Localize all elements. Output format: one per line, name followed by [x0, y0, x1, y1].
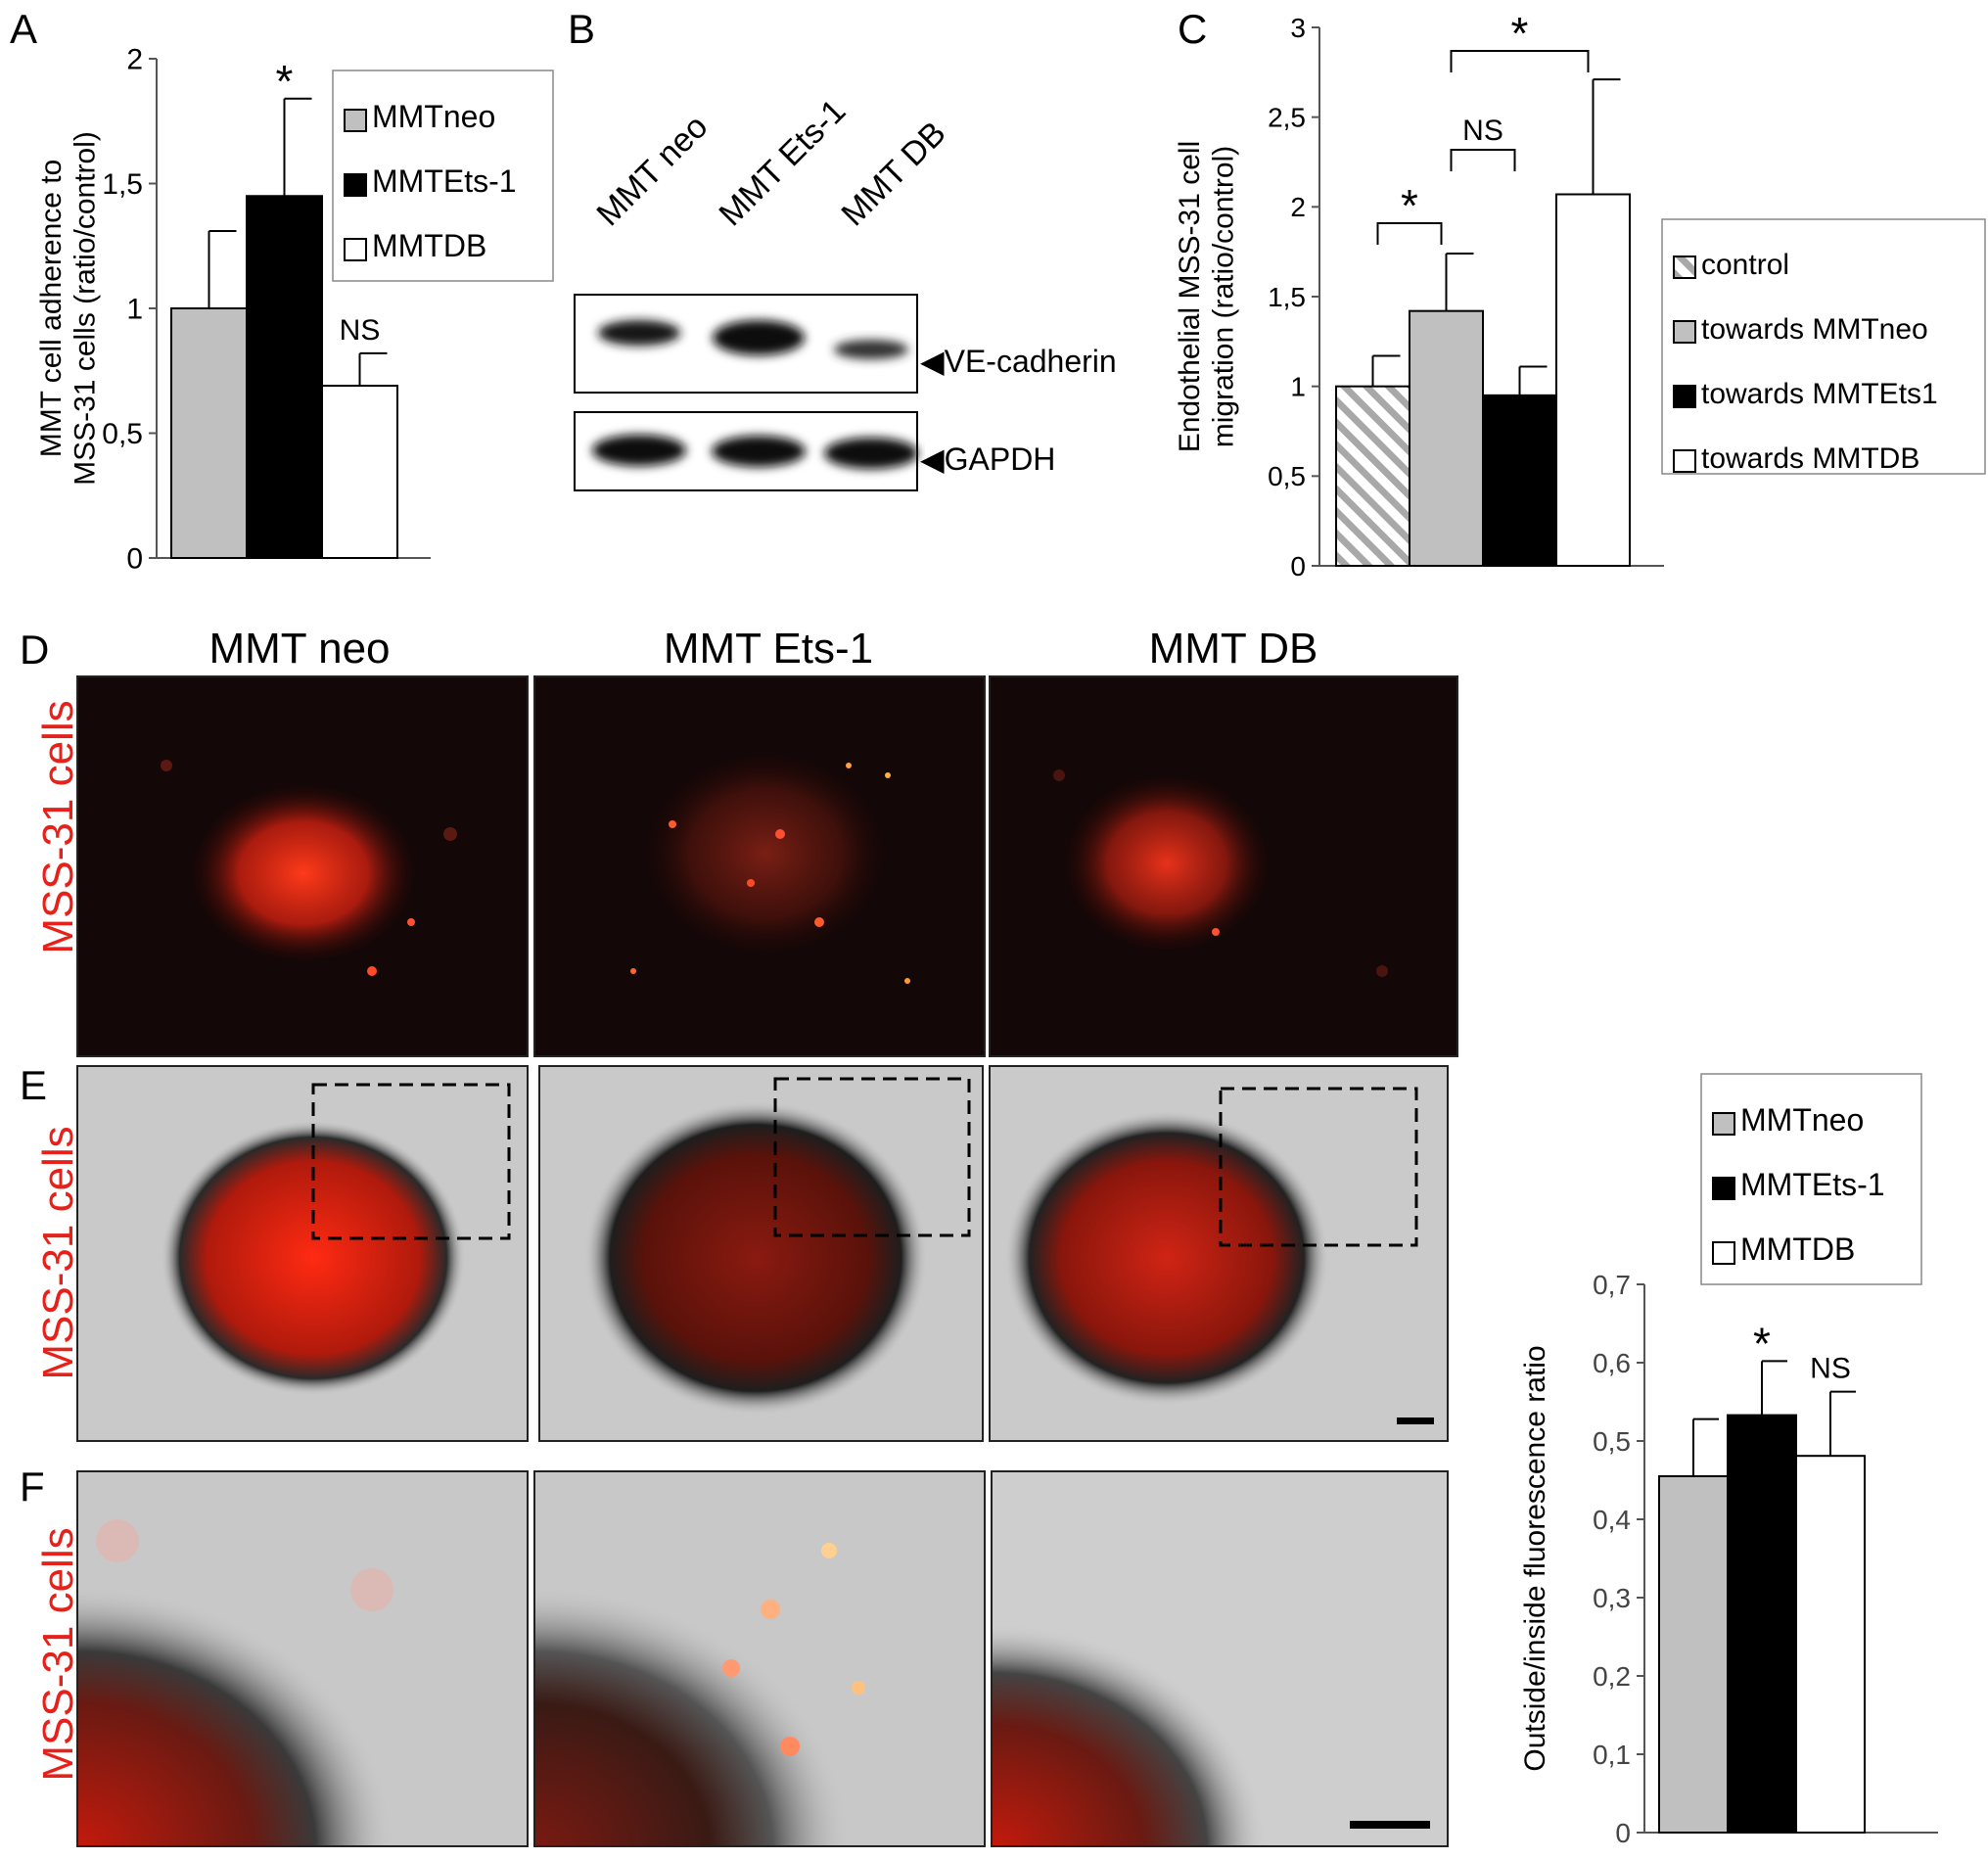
- legend-swatch: [344, 238, 367, 261]
- y-tick-label: 0,7: [1593, 1270, 1631, 1300]
- comparison-bracket: [1450, 50, 1590, 72]
- y-tick-label: 1: [1290, 371, 1306, 401]
- y-axis-label: migration (ratio/control): [1208, 146, 1240, 447]
- comparison-bracket: [1376, 222, 1443, 245]
- y-tick-label: 0,1: [1593, 1740, 1631, 1770]
- y-tick-label: 0,6: [1593, 1348, 1631, 1378]
- y-tick-label: 0,4: [1593, 1505, 1631, 1535]
- legend-label: towards MMTEts1: [1701, 378, 1938, 410]
- band-label-gapdh: ◀GAPDH: [920, 442, 1056, 477]
- legend-swatch: [1673, 449, 1696, 473]
- y-tick-label: 0,5: [1593, 1426, 1631, 1457]
- legend-box: [1661, 218, 1986, 475]
- y-tick-label: 0,5: [1268, 461, 1306, 491]
- bar: [1555, 193, 1631, 567]
- legend-label: MMTneo: [372, 99, 495, 134]
- panel-letter-f: F: [20, 1464, 45, 1510]
- legend-label: MMTDB: [372, 228, 486, 263]
- panel-letter-a: A: [10, 6, 38, 52]
- fluorescence-image-mmt-neo: [76, 675, 529, 1057]
- y-tick-label: 2: [126, 44, 143, 76]
- significance-label: NS: [1810, 1353, 1851, 1385]
- y-tick-label: 1,5: [102, 168, 143, 201]
- blot-lane-label: MMT DB: [834, 115, 953, 234]
- comparison-bracket: [1450, 149, 1516, 171]
- legend-swatch: [1673, 256, 1696, 279]
- legend-label: MMTDB: [1740, 1232, 1855, 1267]
- chart-a-adherence: 0 0,5 1 1,5 2 MMT cell adherence to MSS-31 cel…: [35, 44, 554, 576]
- bar: [1482, 394, 1557, 568]
- panel-letter-c: C: [1178, 6, 1208, 52]
- y-axis-label: MMT cell adherence to: [35, 160, 68, 458]
- significance-label: *: [1753, 1318, 1771, 1369]
- merged-image-mmt-ets1: [538, 1065, 984, 1442]
- legend-swatch: [1712, 1112, 1735, 1136]
- significance-label: NS: [1462, 115, 1503, 147]
- legend-label: MMTEts-1: [1740, 1167, 1885, 1202]
- y-tick-label: 3: [1290, 13, 1306, 43]
- y-axis-label: Outside/inside fluorescence ratio: [1519, 1345, 1551, 1771]
- fluorescence-image-mmt-ets1: [533, 675, 986, 1057]
- significance-label: *: [276, 56, 294, 107]
- significance-label: *: [1401, 180, 1418, 231]
- bar: [1658, 1475, 1729, 1834]
- column-title: MMT neo: [208, 625, 391, 673]
- y-tick-label: 0,3: [1593, 1583, 1631, 1613]
- legend-box: [332, 70, 554, 282]
- chart-g-fluorescence-ratio: 0 0,1 0,2 0,3 0,4 0,5 0,6 0,7 Outside/inside flu…: [1519, 1073, 1938, 1848]
- y-tick-label: 1,5: [1268, 282, 1306, 312]
- y-axis-label: Endothelial MSS-31 cell: [1175, 141, 1206, 453]
- bar: [1727, 1414, 1797, 1834]
- blot-lane-label: MMT Ets-1: [712, 92, 854, 234]
- zoom-image-mmt-neo: [76, 1470, 529, 1847]
- y-axis-label: MSS-31 cells (ratio/control): [69, 131, 102, 486]
- chart-c-migration: 0 0,5 1 1,5 2 2,5 3 Endothelial MSS-31 cell migr…: [1175, 8, 1986, 581]
- legend-label: control: [1701, 249, 1789, 281]
- legend-swatch: [1712, 1177, 1735, 1200]
- legend-swatch: [1712, 1241, 1735, 1265]
- y-tick-label: 0,2: [1593, 1661, 1631, 1692]
- bar: [1795, 1455, 1866, 1834]
- y-tick-label: 0,5: [102, 418, 143, 450]
- blot-image: [574, 294, 918, 491]
- legend-box: [1700, 1073, 1922, 1285]
- significance-label: NS: [340, 314, 381, 347]
- legend-swatch: [344, 109, 367, 132]
- bar: [1335, 385, 1410, 567]
- legend-label: towards MMTDB: [1701, 442, 1919, 475]
- y-tick-label: 2: [1290, 192, 1306, 222]
- bar: [170, 307, 248, 559]
- zoom-image-mmt-ets1: [533, 1470, 986, 1847]
- legend-label: MMTneo: [1740, 1102, 1864, 1138]
- fluorescence-image-mmt-db: [989, 675, 1458, 1057]
- legend-swatch: [1673, 385, 1696, 408]
- y-tick-label: 0: [126, 543, 143, 576]
- merged-image-mmt-db: [989, 1065, 1449, 1442]
- blot-lane-label: MMT neo: [589, 108, 716, 234]
- zoom-image-mmt-db: [991, 1470, 1449, 1847]
- panel-letter-e: E: [20, 1062, 48, 1108]
- band-label-ve-cadherin: ◀VE-cadherin: [920, 344, 1117, 379]
- bar: [1409, 309, 1484, 567]
- legend-label: towards MMTneo: [1701, 313, 1928, 346]
- merged-image-mmt-neo: [76, 1065, 529, 1442]
- y-tick-label: 1: [126, 294, 143, 326]
- y-tick-label: 2,5: [1268, 102, 1306, 132]
- panel-letter-d: D: [20, 627, 50, 673]
- column-title: MMT DB: [1148, 625, 1318, 673]
- bar: [246, 195, 323, 559]
- legend-swatch: [1673, 320, 1696, 344]
- legend-swatch: [344, 173, 367, 197]
- legend-label: MMTEts-1: [372, 163, 517, 199]
- column-title: MMT Ets-1: [663, 625, 874, 673]
- y-tick-label: 0: [1615, 1818, 1631, 1848]
- significance-label: *: [1511, 8, 1529, 59]
- panel-letter-b: B: [568, 6, 596, 52]
- bar: [321, 385, 398, 559]
- y-tick-label: 0: [1290, 551, 1306, 581]
